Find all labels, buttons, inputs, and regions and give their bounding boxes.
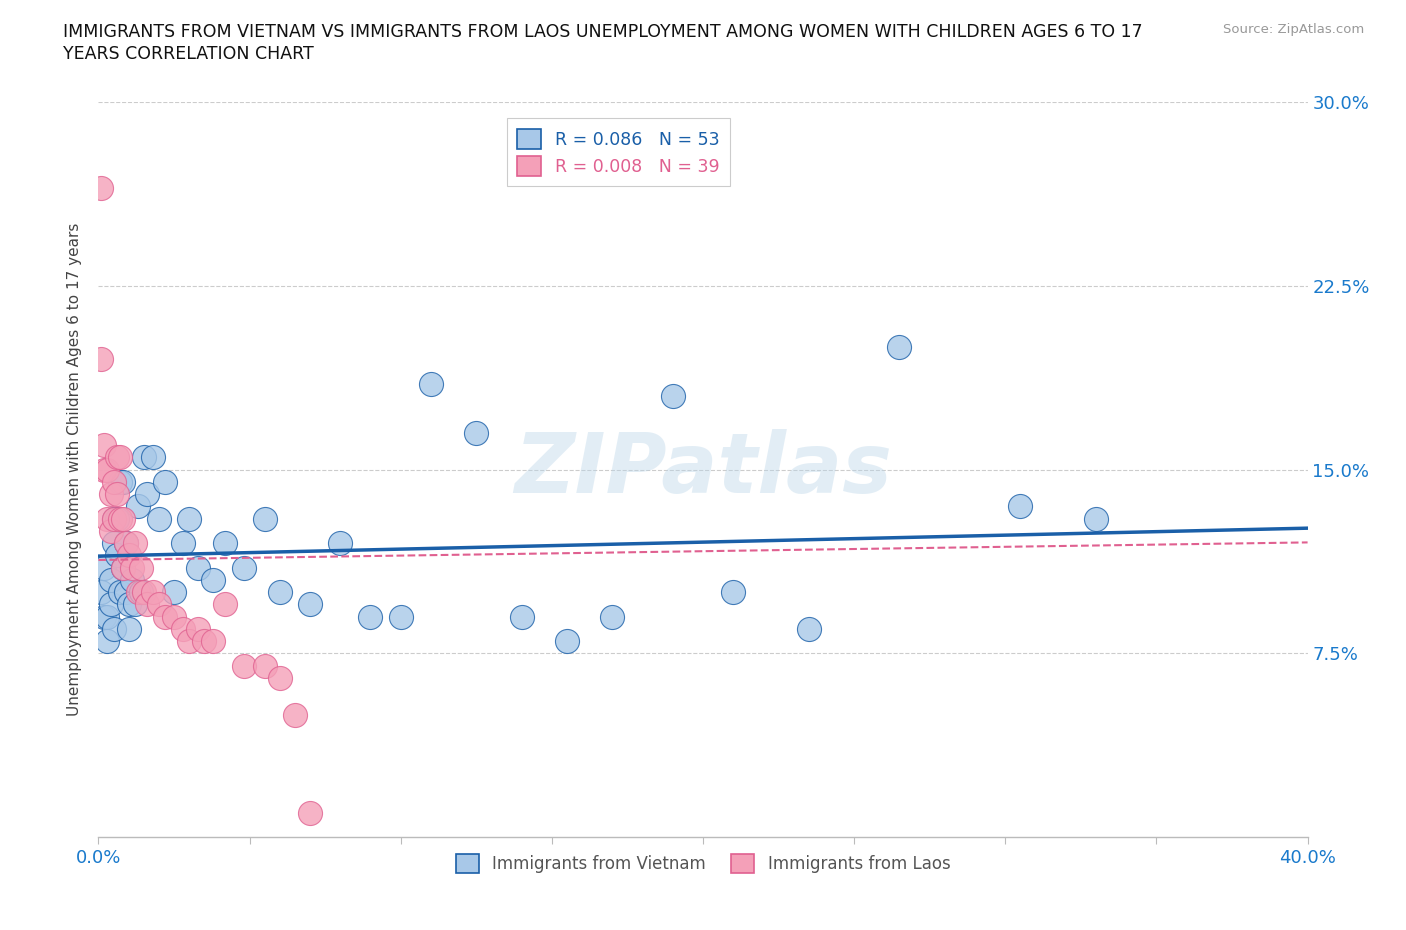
Point — [465, 426, 488, 441]
Point — [172, 621, 194, 636]
Point — [111, 560, 134, 575]
Text: Source: ZipAtlas.com: Source: ZipAtlas.com — [1223, 23, 1364, 36]
Point — [90, 352, 112, 367]
Point — [148, 512, 170, 526]
Point — [420, 377, 443, 392]
Point — [93, 462, 115, 477]
Point — [105, 450, 128, 465]
Point — [132, 450, 155, 465]
Point — [96, 633, 118, 648]
Point — [153, 609, 176, 624]
Point — [118, 621, 141, 636]
Text: IMMIGRANTS FROM VIETNAM VS IMMIGRANTS FROM LAOS UNEMPLOYMENT AMONG WOMEN WITH CH: IMMIGRANTS FROM VIETNAM VS IMMIGRANTS FR… — [63, 23, 1143, 41]
Point — [124, 536, 146, 551]
Point — [100, 524, 122, 538]
Point — [153, 474, 176, 489]
Point — [1010, 498, 1032, 513]
Point — [93, 560, 115, 575]
Point — [889, 339, 911, 354]
Point — [389, 609, 412, 624]
Point — [96, 512, 118, 526]
Point — [90, 180, 112, 195]
Point — [108, 450, 131, 465]
Point — [111, 512, 134, 526]
Point — [555, 633, 578, 648]
Point — [1085, 512, 1108, 526]
Point — [129, 560, 152, 575]
Point — [142, 450, 165, 465]
Point — [100, 486, 122, 501]
Point — [179, 512, 201, 526]
Point — [299, 805, 322, 820]
Point — [187, 621, 209, 636]
Point — [90, 585, 112, 600]
Point — [510, 609, 533, 624]
Point — [214, 597, 236, 612]
Point — [103, 474, 125, 489]
Point — [329, 536, 352, 551]
Y-axis label: Unemployment Among Women with Children Ages 6 to 17 years: Unemployment Among Women with Children A… — [67, 223, 83, 716]
Point — [202, 633, 225, 648]
Point — [187, 560, 209, 575]
Point — [253, 658, 276, 673]
Point — [118, 597, 141, 612]
Point — [96, 462, 118, 477]
Point — [93, 609, 115, 624]
Point — [103, 536, 125, 551]
Point — [202, 573, 225, 588]
Point — [142, 585, 165, 600]
Point — [105, 548, 128, 563]
Point — [114, 536, 136, 551]
Point — [360, 609, 382, 624]
Point — [111, 560, 134, 575]
Point — [179, 633, 201, 648]
Text: ZIPatlas: ZIPatlas — [515, 429, 891, 511]
Point — [163, 609, 186, 624]
Point — [108, 512, 131, 526]
Point — [103, 512, 125, 526]
Point — [797, 621, 820, 636]
Point — [214, 536, 236, 551]
Point — [661, 389, 683, 404]
Point — [93, 438, 115, 453]
Point — [299, 597, 322, 612]
Point — [253, 512, 276, 526]
Legend: Immigrants from Vietnam, Immigrants from Laos: Immigrants from Vietnam, Immigrants from… — [449, 847, 957, 880]
Point — [135, 486, 157, 501]
Point — [108, 474, 131, 489]
Text: YEARS CORRELATION CHART: YEARS CORRELATION CHART — [63, 45, 314, 62]
Point — [148, 597, 170, 612]
Point — [105, 486, 128, 501]
Point — [124, 597, 146, 612]
Point — [108, 585, 131, 600]
Point — [172, 536, 194, 551]
Point — [114, 536, 136, 551]
Point — [135, 597, 157, 612]
Point — [103, 621, 125, 636]
Point — [127, 498, 149, 513]
Point — [284, 707, 307, 722]
Point — [121, 573, 143, 588]
Point — [103, 512, 125, 526]
Point — [163, 585, 186, 600]
Point — [193, 633, 215, 648]
Point — [96, 609, 118, 624]
Point — [105, 512, 128, 526]
Point — [602, 609, 624, 624]
Point — [723, 585, 745, 600]
Point — [114, 585, 136, 600]
Point — [269, 671, 291, 685]
Point — [232, 658, 254, 673]
Point — [127, 585, 149, 600]
Point — [132, 585, 155, 600]
Point — [121, 560, 143, 575]
Point — [129, 585, 152, 600]
Point — [111, 474, 134, 489]
Point — [269, 585, 291, 600]
Point — [232, 560, 254, 575]
Point — [100, 573, 122, 588]
Point — [100, 597, 122, 612]
Point — [118, 548, 141, 563]
